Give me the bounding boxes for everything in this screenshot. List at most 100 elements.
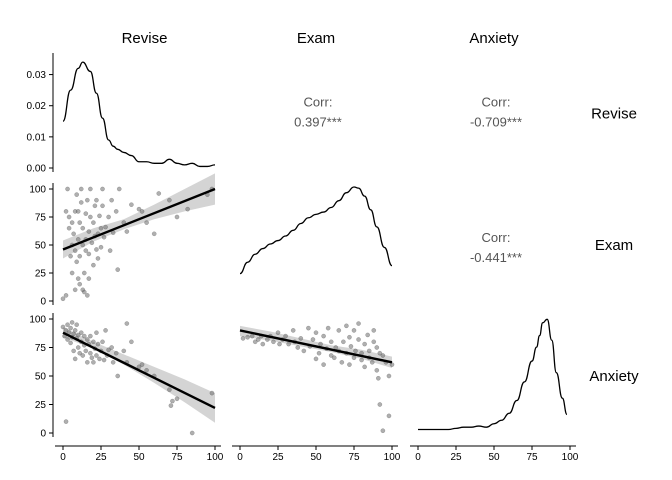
scatter-point — [356, 337, 361, 342]
corr-label: Corr: — [482, 95, 511, 110]
scatter-point — [68, 325, 73, 331]
scatter-point — [103, 224, 108, 230]
x-tick-label: 75 — [171, 452, 183, 463]
scatter-point — [75, 332, 81, 338]
x-tick-label: 100 — [384, 452, 401, 463]
scatter-point — [353, 348, 358, 354]
scatter-point — [107, 248, 113, 253]
x-tick-label: 50 — [488, 452, 500, 463]
density-curve-anxiety — [418, 318, 568, 431]
scatter-point — [89, 240, 95, 246]
scatter-point — [72, 356, 78, 362]
scatter-point — [68, 340, 73, 346]
scatter-point — [124, 321, 130, 326]
scatter-point — [94, 330, 99, 336]
density-curve-revise — [62, 61, 216, 168]
scatter-point — [88, 333, 93, 339]
scatter-point — [66, 214, 72, 220]
scatter-point — [374, 367, 380, 373]
row-label-revise: Revise — [591, 106, 637, 123]
scatter-point — [86, 276, 92, 281]
scatter-point — [168, 403, 174, 408]
scatter-point — [71, 231, 76, 237]
scatter-point — [139, 209, 145, 214]
scatter-point — [167, 387, 172, 393]
scatter-point — [80, 225, 86, 231]
y-tick-label: 0 — [40, 297, 46, 308]
scatter-point — [94, 197, 99, 203]
scatter-point — [95, 256, 101, 261]
scatter-point — [377, 350, 383, 356]
y-tick-label: 100 — [29, 185, 46, 196]
scatter-point — [339, 359, 345, 365]
scatter-point — [316, 350, 322, 356]
scatter-point — [72, 248, 78, 253]
scatter-point — [356, 321, 361, 326]
scatter-point — [84, 293, 90, 298]
scatter-point — [92, 203, 98, 209]
scatter-point — [75, 345, 81, 350]
scatter-point — [245, 334, 250, 340]
scatter-point — [283, 333, 288, 339]
x-tick-label: 75 — [348, 452, 360, 463]
y-tick-label: 75 — [35, 213, 47, 224]
scatter-point — [318, 341, 323, 347]
scatter-point — [265, 337, 270, 342]
scatter-point — [100, 186, 105, 192]
row-label-exam: Exam — [595, 237, 633, 254]
scatter-point — [298, 336, 304, 341]
regression-line — [239, 329, 393, 364]
scatter-point — [83, 248, 89, 253]
scatter-point — [359, 357, 364, 363]
scatter-point — [60, 324, 66, 330]
scatter-point — [306, 325, 311, 331]
scatter-point — [88, 350, 93, 356]
column-label-revise: Revise — [122, 30, 168, 47]
scatter-point — [77, 253, 83, 259]
scatter-point — [347, 334, 352, 340]
y-tick-label: 0.00 — [27, 164, 47, 175]
scatter-point — [101, 234, 107, 240]
y-tick-label: 50 — [35, 372, 47, 383]
scatter-point — [98, 244, 104, 250]
scatter-point — [100, 203, 105, 209]
scatter-point — [295, 345, 301, 350]
scatter-point — [313, 356, 319, 362]
scatter-point — [63, 209, 69, 214]
scatter-point — [386, 413, 392, 419]
strip-labels-layer: Revise Exam Anxiety Revise Exam Anxiety Corr: 0… — [122, 30, 640, 385]
scatter-point — [113, 209, 119, 214]
scatter-point — [328, 353, 334, 358]
scatter-point — [209, 390, 215, 396]
scatter-point — [124, 229, 130, 234]
scatter-point — [75, 237, 81, 242]
scatter-point — [88, 186, 93, 192]
scatter-point — [78, 200, 84, 205]
scatter-point — [71, 348, 76, 354]
row-label-anxiety: Anxiety — [589, 368, 639, 385]
y-tick-label: 100 — [29, 315, 46, 326]
scatter-point — [65, 186, 70, 192]
scatter-point — [167, 197, 172, 203]
scatter-point — [80, 353, 86, 358]
scatter-point — [80, 242, 86, 248]
regression-line — [62, 187, 216, 251]
scatter-point — [380, 353, 386, 358]
scatter-point — [75, 209, 81, 214]
scatter-point — [136, 206, 142, 212]
scatter-point — [63, 328, 69, 333]
scatter-point — [81, 289, 87, 295]
scatter-point — [301, 348, 307, 354]
x-tick-label: 50 — [310, 452, 322, 463]
scatter-point — [174, 396, 180, 402]
scatter-point — [348, 344, 354, 349]
confidence-band — [63, 173, 215, 259]
scatter-point — [63, 293, 69, 298]
x-tick-label: 100 — [207, 452, 224, 463]
y-tick-label: 50 — [35, 241, 47, 252]
scatter-point — [69, 270, 75, 276]
x-tick-label: 50 — [133, 452, 145, 463]
scatter-point — [97, 213, 102, 219]
scatter-point — [240, 336, 246, 341]
y-tick-label: 75 — [35, 343, 47, 354]
